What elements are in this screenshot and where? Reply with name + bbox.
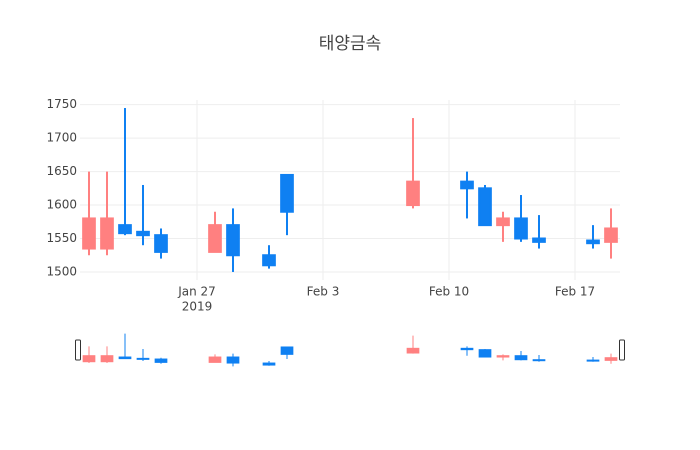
slider-candle-body xyxy=(532,359,546,362)
slider-candle-body xyxy=(604,357,618,361)
slider-candle-body xyxy=(154,358,168,363)
candle-body xyxy=(154,234,168,253)
x-tick-year: 2019 xyxy=(182,300,213,314)
slider-candle-body xyxy=(136,357,150,360)
candle-body xyxy=(406,180,420,207)
candle-body xyxy=(100,217,114,250)
candle-body xyxy=(82,217,96,250)
slider-candle-body xyxy=(100,355,114,363)
x-tick-label: Jan 27 xyxy=(177,285,216,299)
y-tick-label: 1550 xyxy=(46,231,77,245)
candle-body xyxy=(118,224,132,235)
slider-candle-body xyxy=(208,356,222,363)
slider-candle-body xyxy=(82,355,96,363)
y-tick-label: 1650 xyxy=(46,164,77,178)
slider-candle-body xyxy=(226,356,240,364)
y-tick-label: 1700 xyxy=(46,131,77,145)
slider-candle-body xyxy=(586,359,600,362)
y-tick-label: 1500 xyxy=(46,264,77,278)
slider-handle[interactable] xyxy=(619,339,625,361)
chart-title: 태양금속 xyxy=(319,34,382,54)
candle-body xyxy=(532,237,546,243)
candle-body xyxy=(280,173,294,213)
candle-body xyxy=(586,239,600,245)
candle-body xyxy=(226,224,240,257)
candle-body xyxy=(478,187,492,227)
y-tick-label: 1750 xyxy=(46,97,77,111)
slider-handle[interactable] xyxy=(75,339,81,361)
candle-body xyxy=(496,217,510,227)
candle-body xyxy=(136,230,150,237)
slider-candle-body xyxy=(478,349,492,358)
x-tick-label: Feb 3 xyxy=(307,285,340,299)
slider-candle-body xyxy=(262,362,276,366)
slider-candle-body xyxy=(280,346,294,355)
y-tick-label: 1600 xyxy=(46,198,77,212)
candle-body xyxy=(460,180,474,190)
slider-candle-body xyxy=(118,356,132,360)
candle-body xyxy=(208,224,222,253)
candle-body xyxy=(604,227,618,243)
x-tick-label: Feb 17 xyxy=(555,285,595,299)
slider-candle-body xyxy=(496,355,510,358)
slider-candle-body xyxy=(406,347,420,354)
candle-body xyxy=(262,254,276,267)
x-tick-label: Feb 10 xyxy=(429,285,469,299)
range-slider xyxy=(80,330,620,370)
candle-body xyxy=(514,217,528,240)
slider-candle-body xyxy=(460,347,474,351)
slider-candle-body xyxy=(514,355,528,361)
